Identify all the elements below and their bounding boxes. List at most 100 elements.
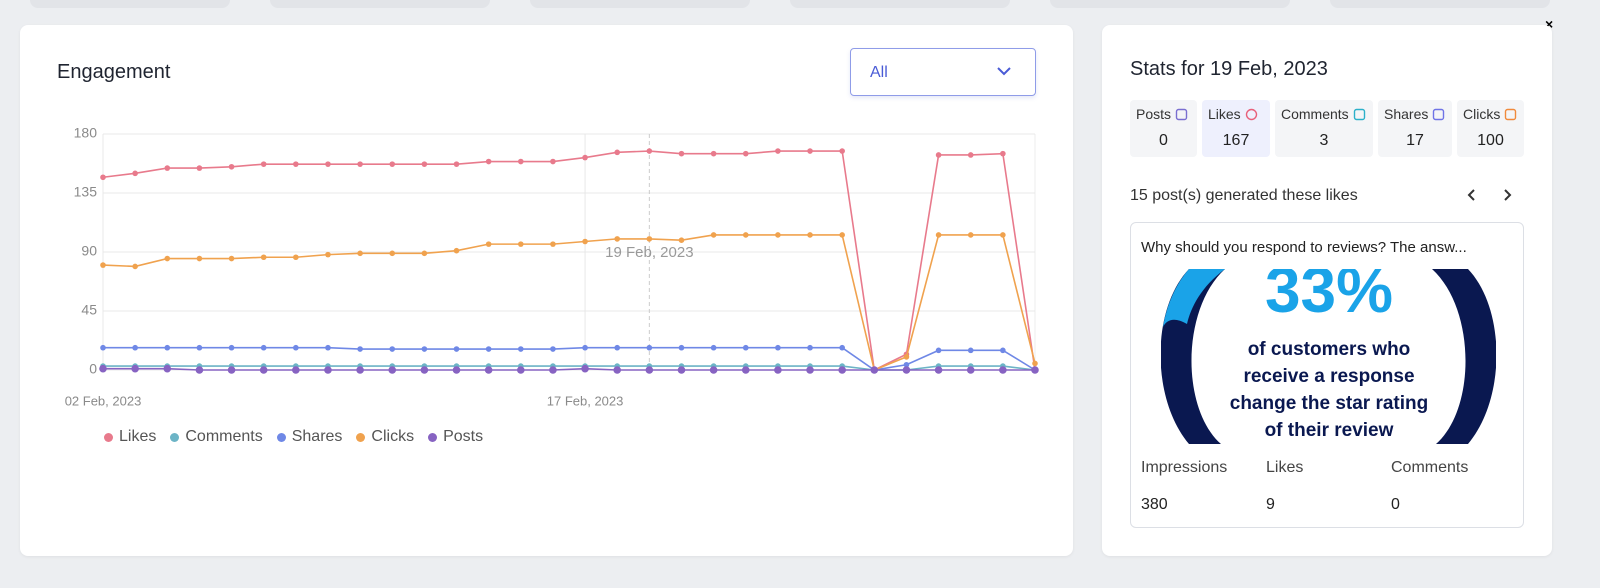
legend-item: Shares xyxy=(276,428,342,446)
stat-label-row: Shares xyxy=(1384,106,1445,122)
data-point xyxy=(550,158,556,165)
data-point xyxy=(420,366,429,374)
data-point xyxy=(389,346,396,352)
data-point xyxy=(709,366,718,374)
data-point xyxy=(614,149,621,156)
line-chart: 0 45 90 135 180 02 Feb, 2023 17 Feb, 2023 19 Fe… xyxy=(65,125,1039,408)
data-point xyxy=(325,344,331,351)
image-text-line: of their review xyxy=(1265,420,1394,441)
data-point xyxy=(357,161,363,167)
data-point xyxy=(839,232,845,238)
x-tick-label: 02 Feb, 2023 xyxy=(65,393,142,408)
data-point xyxy=(292,366,300,374)
data-point xyxy=(967,152,974,158)
prev-button[interactable] xyxy=(1466,188,1478,202)
stat-value: 0 xyxy=(1159,132,1168,149)
data-point xyxy=(227,366,236,374)
data-point xyxy=(517,346,524,352)
data-point xyxy=(838,366,846,374)
engagement-card: Engagement All 0 45 90 135 180 02 Feb, 2023 17… xyxy=(20,25,1073,556)
data-point xyxy=(421,346,428,352)
data-point xyxy=(550,241,556,247)
stat-label: Comments xyxy=(1281,106,1349,122)
data-point xyxy=(357,346,363,352)
data-point xyxy=(132,263,138,270)
top-bar xyxy=(1330,0,1550,8)
post-title: Why should you respond to reviews? The a… xyxy=(1141,239,1467,256)
filter-dropdown[interactable]: All xyxy=(850,48,1036,96)
data-point xyxy=(100,262,106,268)
y-tick-label: 0 xyxy=(89,361,97,377)
data-point xyxy=(164,255,171,262)
data-point xyxy=(259,366,268,374)
stats-card: Stats for 19 Feb, 2023 Posts 0 Likes 167 Com… xyxy=(1102,25,1552,556)
stat-tile[interactable]: Clicks 100 xyxy=(1457,100,1524,157)
icon-shape xyxy=(1505,108,1517,120)
data-point xyxy=(678,150,685,157)
stat-value: 17 xyxy=(1406,132,1424,149)
data-point xyxy=(260,344,267,351)
top-bar xyxy=(270,0,490,8)
data-point xyxy=(1000,347,1006,354)
stat-tile[interactable]: Likes 167 xyxy=(1202,100,1270,157)
data-point xyxy=(967,347,974,354)
icon-shape xyxy=(1175,108,1188,120)
image-text-line: of customers who xyxy=(1248,339,1411,360)
data-point xyxy=(196,255,203,262)
data-point xyxy=(742,232,749,238)
data-point xyxy=(453,161,460,167)
data-point xyxy=(902,366,911,374)
data-point xyxy=(1000,232,1006,238)
stat-label-row: Likes xyxy=(1208,106,1258,122)
data-point xyxy=(100,344,106,351)
data-point xyxy=(710,150,717,157)
stat-tile[interactable]: Posts 0 xyxy=(1130,100,1197,157)
data-point xyxy=(550,346,556,352)
legend-item: Posts xyxy=(428,428,483,446)
post-card[interactable]: Why should you respond to reviews? The a… xyxy=(1130,222,1524,528)
close-button[interactable]: × xyxy=(1545,16,1554,32)
next-button[interactable] xyxy=(1501,188,1513,202)
data-point xyxy=(710,344,717,351)
data-point xyxy=(228,255,235,262)
data-point xyxy=(164,165,171,171)
stat-label-row: Comments xyxy=(1281,106,1366,122)
data-point xyxy=(775,344,781,351)
data-point xyxy=(775,148,781,154)
chevron-icon xyxy=(997,67,1011,76)
metric-label: Comments xyxy=(1391,459,1469,476)
stat-label: Posts xyxy=(1136,106,1172,122)
stat-icon xyxy=(1433,108,1445,120)
stat-tile[interactable]: Shares 17 xyxy=(1378,100,1452,157)
data-point xyxy=(453,346,460,352)
data-point xyxy=(613,366,622,374)
data-point xyxy=(582,238,588,245)
data-point xyxy=(517,241,524,247)
data-point xyxy=(228,163,235,170)
data-point xyxy=(389,250,396,257)
card-title: Engagement xyxy=(57,61,171,83)
data-point xyxy=(1031,366,1039,374)
data-point xyxy=(293,161,299,167)
stat-label-row: Clicks xyxy=(1463,106,1517,122)
stat-tile[interactable]: Comments 3 xyxy=(1275,100,1373,157)
data-point xyxy=(421,250,428,257)
stat-value: 100 xyxy=(1477,132,1504,149)
data-point xyxy=(710,232,717,238)
data-point xyxy=(325,251,331,258)
metric-value: 380 xyxy=(1141,496,1168,513)
data-point xyxy=(966,366,975,374)
data-point xyxy=(839,344,845,351)
data-point xyxy=(678,344,685,351)
stat-icon xyxy=(1353,108,1365,120)
data-point xyxy=(677,366,686,374)
stat-label: Likes xyxy=(1208,106,1241,122)
hover-label: 19 Feb, 2023 xyxy=(605,244,693,261)
data-point xyxy=(582,154,588,161)
image-text-line: receive a response xyxy=(1243,366,1414,387)
legend-label: Comments xyxy=(185,428,263,445)
legend-label: Clicks xyxy=(371,428,415,445)
data-point xyxy=(646,236,653,242)
y-tick-label: 90 xyxy=(81,243,97,259)
image-headline: 33% xyxy=(1265,269,1393,326)
